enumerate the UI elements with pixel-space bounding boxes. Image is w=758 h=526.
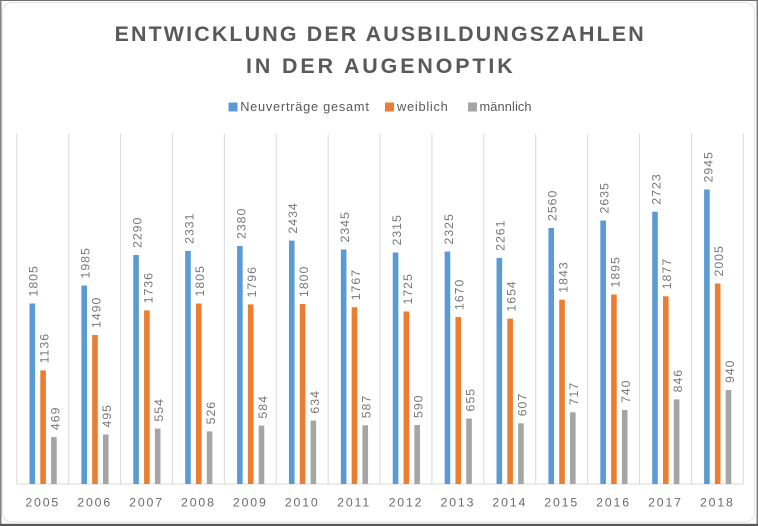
svg-text:1985: 1985 xyxy=(79,247,93,278)
svg-text:607: 607 xyxy=(515,393,529,417)
svg-text:469: 469 xyxy=(48,407,62,431)
svg-text:2014: 2014 xyxy=(492,496,527,510)
svg-text:2008: 2008 xyxy=(181,496,216,510)
svg-text:2011: 2011 xyxy=(337,496,371,510)
svg-text:2434: 2434 xyxy=(286,202,300,233)
svg-text:IN DER AUGENOPTIK: IN DER AUGENOPTIK xyxy=(246,54,516,78)
svg-text:ENTWICKLUNG DER AUSBILDUNGSZAH: ENTWICKLUNG DER AUSBILDUNGSZAHLEN xyxy=(115,22,646,46)
svg-text:2018: 2018 xyxy=(700,496,735,510)
svg-text:1725: 1725 xyxy=(401,273,415,304)
svg-text:2380: 2380 xyxy=(234,208,248,239)
svg-text:2261: 2261 xyxy=(494,220,508,251)
svg-text:590: 590 xyxy=(412,394,426,418)
svg-text:1843: 1843 xyxy=(556,261,570,292)
svg-text:1796: 1796 xyxy=(245,266,259,297)
svg-text:weiblich: weiblich xyxy=(396,99,449,114)
svg-text:2006: 2006 xyxy=(77,496,112,510)
svg-text:584: 584 xyxy=(256,395,270,419)
svg-text:526: 526 xyxy=(204,401,218,425)
svg-text:2005: 2005 xyxy=(25,496,60,510)
svg-text:2635: 2635 xyxy=(598,182,612,213)
svg-text:846: 846 xyxy=(671,369,685,393)
svg-text:2723: 2723 xyxy=(649,173,663,204)
svg-text:2005: 2005 xyxy=(712,245,726,276)
svg-text:2015: 2015 xyxy=(544,496,579,510)
svg-text:2016: 2016 xyxy=(596,496,631,510)
svg-text:554: 554 xyxy=(152,398,166,422)
svg-text:2325: 2325 xyxy=(442,213,456,244)
svg-text:2017: 2017 xyxy=(648,496,683,510)
svg-text:2315: 2315 xyxy=(390,214,404,245)
svg-text:2945: 2945 xyxy=(701,151,715,182)
svg-text:1767: 1767 xyxy=(349,269,363,300)
svg-text:717: 717 xyxy=(567,382,581,406)
svg-text:1877: 1877 xyxy=(660,258,674,289)
svg-text:634: 634 xyxy=(308,390,322,414)
svg-text:1805: 1805 xyxy=(27,265,41,296)
svg-text:2007: 2007 xyxy=(129,496,164,510)
svg-text:2290: 2290 xyxy=(130,217,144,248)
svg-text:2012: 2012 xyxy=(389,496,424,510)
svg-text:940: 940 xyxy=(723,359,737,383)
svg-text:1800: 1800 xyxy=(297,266,311,297)
svg-text:1805: 1805 xyxy=(193,265,207,296)
svg-text:2010: 2010 xyxy=(285,496,320,510)
svg-text:1654: 1654 xyxy=(505,280,519,311)
svg-text:Neuverträge gesamt: Neuverträge gesamt xyxy=(240,99,369,114)
svg-text:2331: 2331 xyxy=(182,213,196,244)
svg-text:2345: 2345 xyxy=(338,211,352,242)
svg-text:2560: 2560 xyxy=(546,190,560,221)
svg-text:740: 740 xyxy=(619,379,633,403)
svg-text:1736: 1736 xyxy=(141,272,155,303)
svg-text:1490: 1490 xyxy=(89,297,103,328)
svg-text:587: 587 xyxy=(360,395,374,419)
svg-text:655: 655 xyxy=(463,388,477,412)
svg-text:1136: 1136 xyxy=(38,333,52,363)
svg-text:1670: 1670 xyxy=(453,279,467,310)
svg-text:2009: 2009 xyxy=(233,496,268,510)
svg-text:495: 495 xyxy=(100,404,114,428)
svg-text:2013: 2013 xyxy=(441,496,476,510)
svg-text:1895: 1895 xyxy=(608,256,622,287)
svg-text:männlich: männlich xyxy=(480,99,532,114)
